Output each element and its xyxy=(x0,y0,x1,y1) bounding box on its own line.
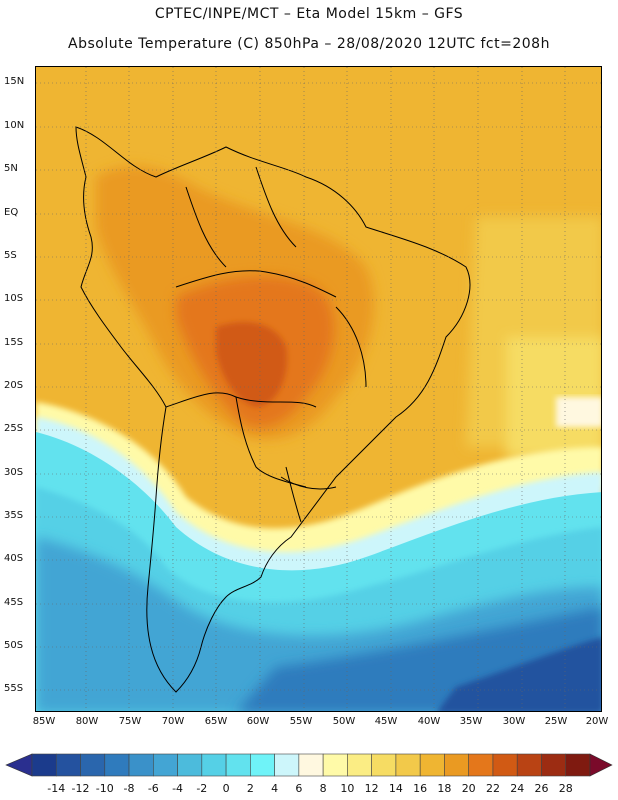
lat-label-45s: 45S xyxy=(4,597,24,608)
colorbar-swatch xyxy=(153,753,178,777)
lat-label-30s: 30S xyxy=(4,467,24,478)
colorbar-tick-label: 6 xyxy=(295,782,303,795)
colorbar-swatch xyxy=(31,753,57,777)
colorbar-tick-label: 18 xyxy=(437,782,452,795)
map-canvas xyxy=(36,67,601,711)
field-24-26 xyxy=(216,322,287,407)
lat-label-40s: 40S xyxy=(4,553,24,564)
colorbar-tick-label: 0 xyxy=(222,782,230,795)
colorbar-swatch xyxy=(80,753,106,777)
lat-label-15n: 15N xyxy=(4,76,25,87)
colorbar-tick-label: 12 xyxy=(364,782,379,795)
lon-label-75w: 75W xyxy=(118,716,142,727)
lat-label-35s: 35S xyxy=(4,510,24,521)
lat-label-10s: 10S xyxy=(4,293,24,304)
lon-label-45w: 45W xyxy=(374,716,398,727)
colorbar-swatch xyxy=(225,753,251,777)
lon-label-70w: 70W xyxy=(161,716,185,727)
colorbar-swatch xyxy=(371,753,397,777)
colorbar-swatch xyxy=(541,753,567,777)
lon-label-50w: 50W xyxy=(332,716,356,727)
lon-label-80w: 80W xyxy=(75,716,99,727)
colorbar-tick-label: 20 xyxy=(461,782,476,795)
colorbar-swatch xyxy=(492,753,518,777)
colorbar-tick-label: -2 xyxy=(196,782,208,795)
colorbar-swatch xyxy=(250,753,275,777)
lat-label-eq: EQ xyxy=(4,207,19,218)
field-neg12-neg10 xyxy=(437,637,601,711)
lon-label-60w: 60W xyxy=(246,716,270,727)
colorbar-tick-label: 22 xyxy=(485,782,500,795)
colorbar-swatch xyxy=(516,753,542,777)
lon-label-55w: 55W xyxy=(289,716,313,727)
colorbar-tick-label: -6 xyxy=(147,782,159,795)
colorbar-swatch xyxy=(565,753,591,777)
colorbar-tick-label: 16 xyxy=(413,782,428,795)
lon-label-85w: 85W xyxy=(32,716,56,727)
colorbar-tick-label: -14 xyxy=(47,782,66,795)
lat-label-25s: 25S xyxy=(4,423,24,434)
colorbar-swatch xyxy=(444,753,469,777)
temperature-map xyxy=(35,66,602,712)
colorbar-over-arrow xyxy=(589,753,613,777)
lat-label-5s: 5S xyxy=(4,250,17,261)
colorbar-tick-label: 2 xyxy=(246,782,254,795)
colorbar xyxy=(5,753,613,777)
lon-label-25w: 25W xyxy=(544,716,568,727)
colorbar-swatch xyxy=(298,753,324,777)
colorbar-swatch xyxy=(201,753,227,777)
colorbar-swatch xyxy=(347,753,372,777)
field-8-10-east xyxy=(556,397,601,427)
lon-label-35w: 35W xyxy=(459,716,483,727)
title-line-2: Absolute Temperature (C) 850hPa – 28/08/… xyxy=(68,36,550,52)
lon-label-20w: 20W xyxy=(585,716,609,727)
colorbar-tick-label: -8 xyxy=(123,782,135,795)
colorbar-tick-label: -10 xyxy=(95,782,114,795)
lon-label-65w: 65W xyxy=(204,716,228,727)
lon-label-40w: 40W xyxy=(417,716,441,727)
colorbar-tick-label: 4 xyxy=(271,782,279,795)
colorbar-swatch xyxy=(55,753,81,777)
colorbar-tick-label: -12 xyxy=(71,782,90,795)
colorbar-swatch xyxy=(128,753,154,777)
lon-label-30w: 30W xyxy=(502,716,526,727)
colorbar-swatch xyxy=(274,753,300,777)
lat-label-20s: 20S xyxy=(4,380,24,391)
lat-label-55s: 55S xyxy=(4,683,24,694)
colorbar-swatch xyxy=(177,753,203,777)
graticule xyxy=(36,67,601,711)
colorbar-swatch xyxy=(395,753,421,777)
colorbar-swatch xyxy=(419,753,445,777)
colorbar-swatch xyxy=(322,753,348,777)
colorbar-swatch xyxy=(104,753,130,777)
colorbar-tick-label: 28 xyxy=(558,782,573,795)
lat-label-5n: 5N xyxy=(4,163,18,174)
colorbar-tick-label: 26 xyxy=(534,782,549,795)
colorbar-tick-label: 24 xyxy=(510,782,525,795)
title-line-1: CPTEC/INPE/MCT – Eta Model 15km – GFS xyxy=(154,6,464,22)
colorbar-tick-label: 8 xyxy=(319,782,327,795)
colorbar-tick-label: 10 xyxy=(340,782,355,795)
coastlines xyxy=(75,126,471,693)
colorbar-swatch xyxy=(468,753,494,777)
lat-label-50s: 50S xyxy=(4,640,24,651)
colorbar-under-arrow xyxy=(5,753,33,777)
colorbar-tick-label: -4 xyxy=(172,782,184,795)
lat-label-15s: 15S xyxy=(4,337,24,348)
lat-label-10n: 10N xyxy=(4,120,25,131)
colorbar-tick-label: 14 xyxy=(388,782,403,795)
